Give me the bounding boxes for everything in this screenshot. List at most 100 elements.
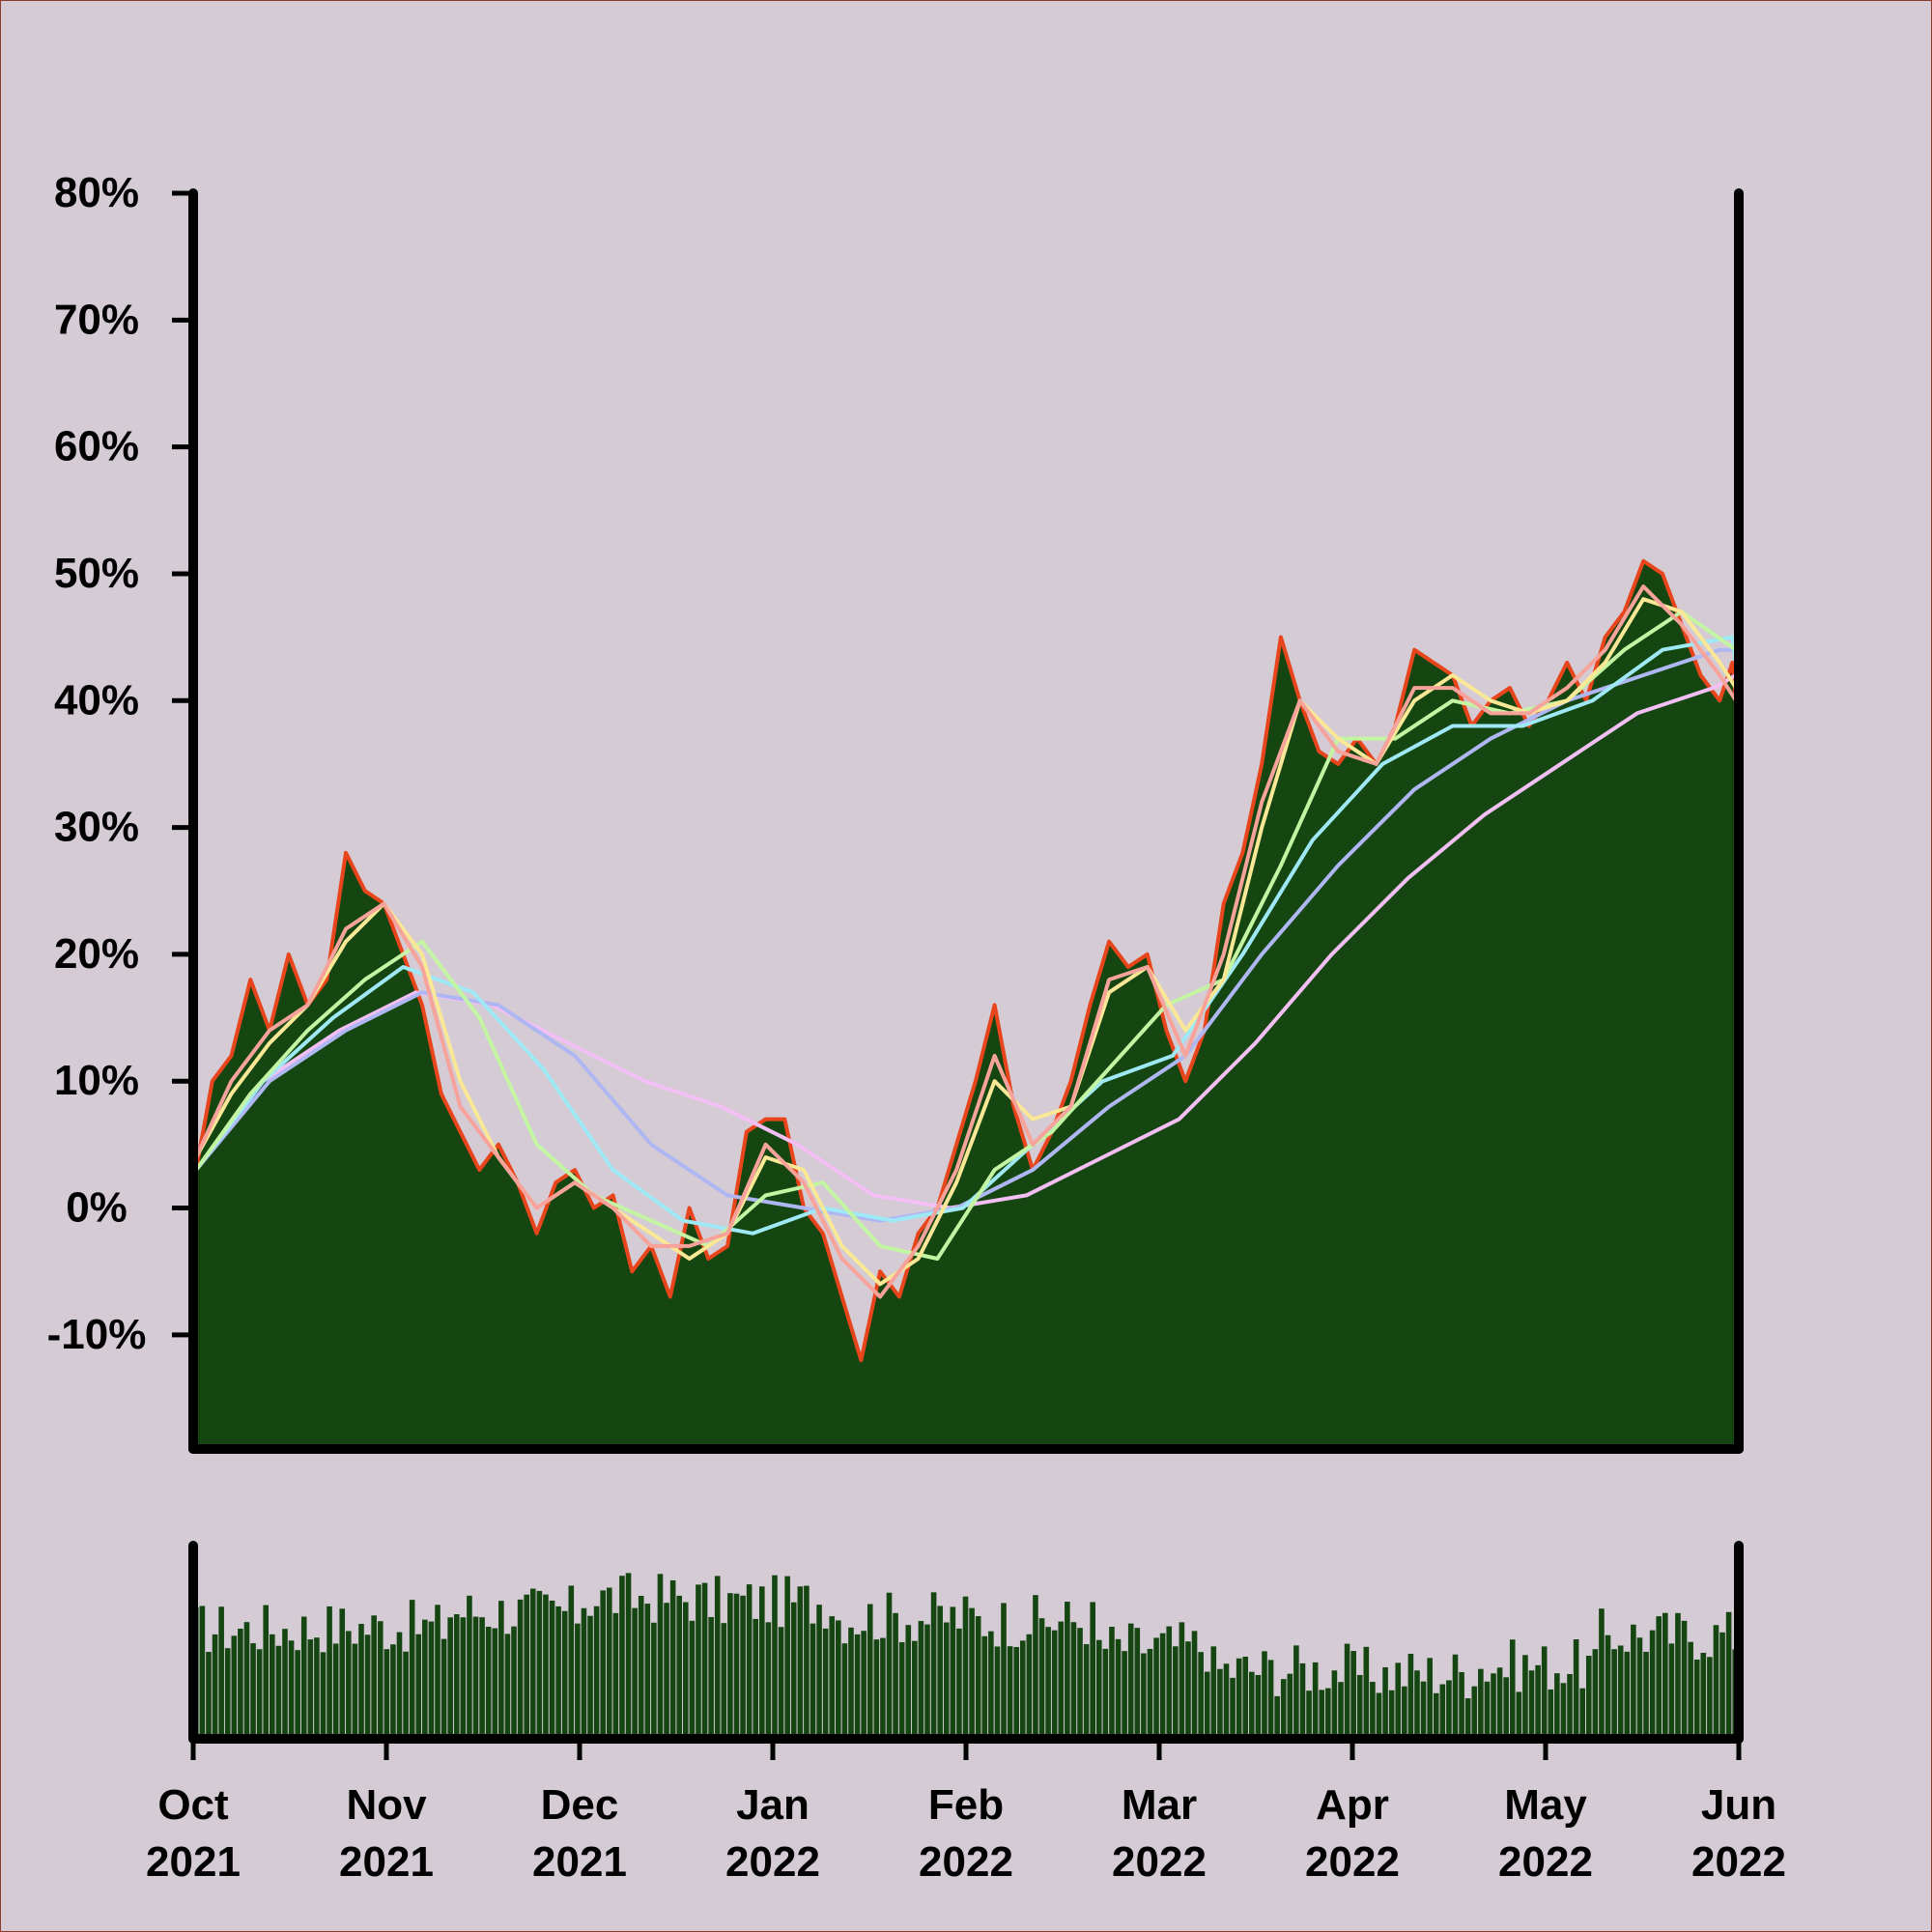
volume-bar (912, 1640, 918, 1739)
volume-bar (1675, 1612, 1681, 1739)
volume-bar (1230, 1677, 1236, 1739)
volume-bar (1217, 1668, 1223, 1739)
volume-bar (950, 1606, 956, 1739)
x-tick-label-year: 2021 (146, 1838, 241, 1886)
axes (188, 188, 1744, 1744)
y-tick-label: 30% (54, 804, 139, 851)
x-tick-label-year: 2021 (532, 1838, 627, 1886)
volume-bar (250, 1643, 256, 1739)
volume-bar (1051, 1630, 1058, 1739)
volume-bar (581, 1607, 587, 1739)
volume-bar (1478, 1668, 1484, 1739)
volume-bar (880, 1637, 886, 1739)
x-tick-label-month: Jun (1701, 1781, 1776, 1829)
volume-bar (1141, 1653, 1147, 1739)
price-plot (194, 558, 1738, 1449)
volume-bar (485, 1627, 492, 1739)
volume-bar (962, 1596, 969, 1739)
volume-bar (988, 1631, 994, 1739)
volume-bar (1319, 1690, 1325, 1739)
volume-bar (1255, 1674, 1262, 1739)
volume-bar (1382, 1666, 1388, 1739)
volume-bar (511, 1626, 517, 1739)
volume-bar (861, 1631, 867, 1739)
volume-bar (498, 1601, 504, 1739)
volume-bar (1070, 1622, 1077, 1739)
y-tick-label: 20% (54, 930, 139, 978)
volume-bar (727, 1593, 733, 1739)
volume-bar (981, 1635, 988, 1739)
volume-bar (384, 1649, 390, 1739)
x-tick-label-month: Apr (1316, 1781, 1389, 1829)
x-tick-label-month: May (1504, 1781, 1587, 1829)
volume-bar (1026, 1634, 1033, 1739)
volume-bar (772, 1575, 778, 1739)
volume-bar (873, 1639, 880, 1739)
volume-bar (593, 1605, 600, 1739)
volume-bar (517, 1599, 524, 1739)
volume-bar (1147, 1648, 1153, 1739)
volume-bar (956, 1628, 962, 1739)
volume-bar (1179, 1622, 1185, 1739)
volume-bar (1210, 1646, 1217, 1739)
volume-bar (1134, 1628, 1141, 1739)
volume-bar (1592, 1649, 1599, 1739)
volume-bar (1331, 1670, 1338, 1739)
volume-bar (231, 1635, 238, 1739)
volume-bar (504, 1634, 511, 1739)
volume-bar (1280, 1679, 1287, 1739)
volume-bar (377, 1621, 384, 1739)
volume-bar (1287, 1673, 1293, 1739)
volume-bar (1045, 1627, 1051, 1739)
y-tick-label: -10% (47, 1311, 147, 1358)
volume-bar (1159, 1633, 1166, 1739)
volume-bar (358, 1624, 364, 1739)
volume-bar (1491, 1673, 1496, 1739)
volume-bar (893, 1612, 898, 1739)
volume-bar (1528, 1670, 1535, 1739)
moving-average-line-1 (194, 584, 1738, 1299)
volume-bar (243, 1622, 250, 1739)
volume-bar (263, 1605, 270, 1739)
volume-bar (1172, 1646, 1179, 1739)
volume-bar (759, 1586, 765, 1739)
volume-bar (403, 1651, 409, 1739)
volume-bar (307, 1639, 314, 1739)
volume-bar (199, 1605, 206, 1739)
volume-bar (1503, 1677, 1509, 1739)
volume-bar (810, 1623, 816, 1739)
volume-bar (288, 1640, 295, 1739)
volume-bar (1719, 1632, 1725, 1739)
volume-bar (1522, 1655, 1528, 1739)
volume-bar (1471, 1686, 1478, 1739)
volume-bar (746, 1584, 753, 1739)
volume-bar (1013, 1646, 1019, 1739)
volume-bar (696, 1584, 701, 1739)
volume-bar (1560, 1683, 1567, 1739)
volume-bar (1038, 1618, 1045, 1739)
volume-bar (1350, 1651, 1356, 1739)
volume-bar (1611, 1649, 1617, 1739)
volume-bar (536, 1590, 543, 1739)
volume-bar (638, 1596, 644, 1739)
volume-bar (1668, 1643, 1675, 1739)
volume-bar (467, 1595, 472, 1739)
volume-bar (435, 1605, 440, 1739)
volume-bar (270, 1634, 275, 1739)
volume-bar (1065, 1602, 1070, 1739)
volume-bar (1223, 1663, 1230, 1739)
volume-bar (644, 1604, 651, 1739)
volume-bar (1033, 1595, 1038, 1739)
volume-bar (797, 1586, 804, 1739)
volume-bar (1567, 1673, 1573, 1739)
volume-bar (733, 1593, 740, 1739)
x-tick-label-month: Dec (541, 1781, 619, 1829)
x-tick-label-year: 2022 (1305, 1838, 1400, 1886)
volume-bar (1325, 1688, 1331, 1739)
y-tick-label: 50% (54, 550, 139, 597)
volume-bar (1058, 1621, 1065, 1739)
volume-bar (740, 1595, 746, 1739)
moving-average-line-3 (194, 610, 1738, 1261)
volume-bar (1643, 1651, 1649, 1739)
volume-bar (352, 1643, 358, 1739)
